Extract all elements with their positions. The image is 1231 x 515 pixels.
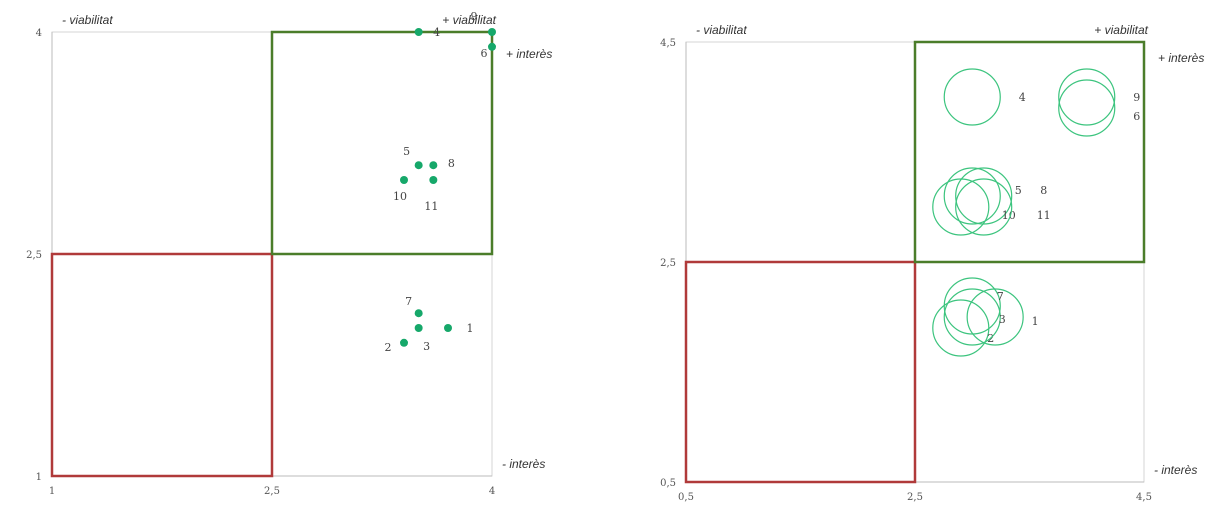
data-point-3 (414, 324, 423, 332)
bubble-3 (943, 288, 1001, 346)
high-viability-box (270, 30, 494, 256)
bubble-label-8: 8 (1040, 184, 1047, 197)
corner-label-top-right: + viabilitat (1094, 23, 1148, 37)
low-viability-box (50, 252, 274, 478)
x-tick-label: 1 (49, 486, 55, 497)
x-tick-label: 2,5 (907, 492, 923, 503)
x-tick-label: 0,5 (678, 492, 694, 503)
x-tick-label: 2,5 (264, 486, 280, 497)
y-tick-label: 0,5 (660, 478, 676, 489)
low-viability-box (684, 260, 917, 484)
bubble-7 (943, 277, 1001, 335)
data-point-9 (488, 28, 496, 36)
bubble-6 (1058, 79, 1116, 137)
bubble-2 (932, 299, 990, 357)
corner-label-right-top: + interès (506, 47, 552, 61)
data-point-7 (414, 309, 423, 318)
y-tick-label: 4 (36, 28, 42, 39)
bubble-label-6: 6 (1133, 110, 1140, 123)
point-label-11: 11 (424, 200, 438, 213)
data-point-11 (429, 176, 438, 184)
point-label-6: 6 (481, 47, 488, 60)
bubble-label-9: 9 (1133, 91, 1140, 104)
point-label-2: 2 (385, 341, 392, 354)
point-label-9: 9 (471, 10, 478, 23)
data-point-8 (429, 161, 438, 170)
x-tick-label: 4 (489, 486, 495, 497)
y-tick-label: 1 (36, 472, 42, 483)
point-label-7: 7 (405, 295, 412, 308)
chart-2: 0,5 2,5 4,5 0,5 2,5 4,5 - viabilitat + viabilit… (660, 23, 1204, 503)
bubble-9 (1058, 68, 1116, 126)
corner-label-top-left: - viabilitat (62, 13, 113, 27)
corner-label-top-right: + viabilitat (442, 13, 496, 27)
x-tick-label: 4,5 (1136, 492, 1152, 503)
bubble-label-10: 10 (1002, 209, 1016, 222)
point-label-8: 8 (448, 157, 455, 170)
point-label-4: 4 (433, 26, 440, 39)
bubble-label-4: 4 (1019, 91, 1026, 104)
point-label-1: 1 (467, 322, 474, 335)
data-point-2 (400, 338, 408, 347)
chart-1: 1 2,5 4 1 2,5 4 - viabilitat + viabilitat + inte… (26, 10, 552, 497)
corner-label-right-bottom: - interès (1154, 463, 1197, 477)
y-tick-label: 4,5 (660, 38, 676, 49)
bubble-11 (955, 178, 1013, 236)
bubble-4 (943, 68, 1001, 126)
bubble-1 (966, 288, 1024, 346)
high-viability-box (913, 40, 1146, 264)
data-point-4 (414, 28, 423, 36)
corner-label-right-top: + interès (1158, 51, 1204, 65)
data-point-1 (444, 324, 452, 332)
point-label-10: 10 (393, 190, 407, 203)
y-tick-label: 2,5 (26, 250, 42, 261)
bubble-label-7: 7 (997, 290, 1004, 303)
bubble-label-1: 1 (1032, 315, 1039, 328)
corner-label-right-bottom: - interès (502, 457, 545, 471)
y-tick-label: 2,5 (660, 258, 676, 269)
data-point-6 (488, 42, 496, 51)
point-label-5: 5 (403, 145, 410, 158)
data-point-5 (414, 161, 423, 170)
bubble-10 (932, 178, 990, 236)
data-point-10 (400, 176, 408, 184)
corner-label-top-left: - viabilitat (696, 23, 747, 37)
bubble-label-5: 5 (1015, 184, 1022, 197)
bubble-label-3: 3 (999, 313, 1006, 326)
bubble-label-11: 11 (1037, 209, 1051, 222)
point-label-3: 3 (423, 340, 430, 353)
bubble-5 (943, 167, 1001, 225)
